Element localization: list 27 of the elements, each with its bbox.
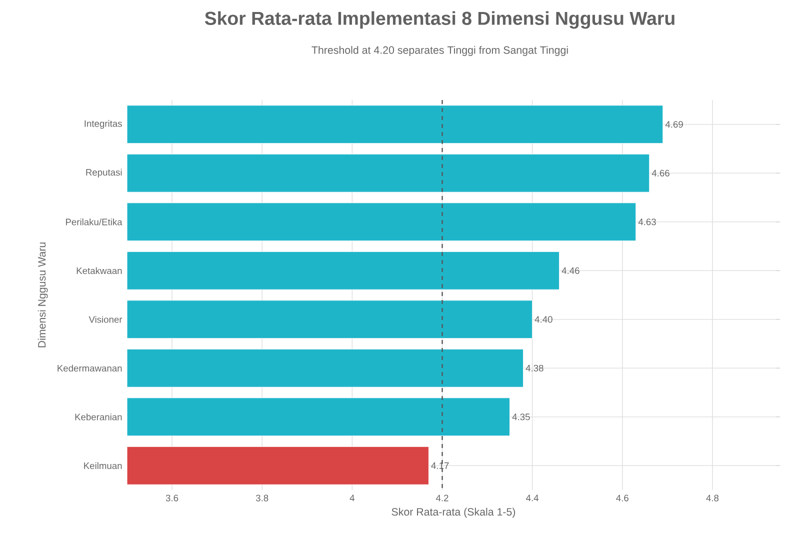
x-tick-label: 3.8 — [256, 494, 268, 502]
data-label: 4.63 — [638, 218, 656, 226]
data-label: 4.38 — [526, 364, 544, 372]
chart-subtitle: Threshold at 4.20 separates Tinggi from Sangat Tinggi — [312, 46, 568, 56]
x-tick-label: 4.2 — [436, 494, 448, 502]
y-tick-label: Visioner — [88, 316, 122, 323]
data-label: 4.66 — [652, 170, 670, 176]
y-tick-label: Keberanian — [75, 413, 122, 420]
y-axis-title: Dimensi Nggusu Waru — [38, 242, 48, 348]
data-label: 4.35 — [512, 414, 530, 420]
data-label: 4.46 — [562, 267, 580, 274]
data-label: 4.17 — [431, 462, 449, 469]
data-label: 4.69 — [665, 121, 683, 128]
x-tick-label: 4.8 — [706, 494, 719, 502]
y-tick-label: Perilaku/Etika — [66, 218, 122, 226]
x-axis-title: Skor Rata-rata (Skala 1-5) — [392, 508, 516, 518]
y-tick-label: Integritas — [84, 120, 122, 129]
x-tick-label: 4 — [350, 494, 354, 502]
y-tick-label: Kedermawanan — [58, 364, 122, 372]
y-tick-label: Reputasi — [86, 168, 122, 178]
x-tick-label: 3.6 — [166, 494, 178, 502]
x-tick-label: 4.4 — [526, 494, 539, 502]
chart-title: Skor Rata-rata Implementasi 8 Dimensi Nggusu Waru — [204, 11, 674, 29]
y-tick-label: Keilmuan — [84, 462, 122, 470]
data-label: 4.40 — [534, 316, 552, 323]
x-tick-label: 4.6 — [616, 494, 628, 502]
y-tick-label: Ketakwaan — [76, 267, 122, 274]
